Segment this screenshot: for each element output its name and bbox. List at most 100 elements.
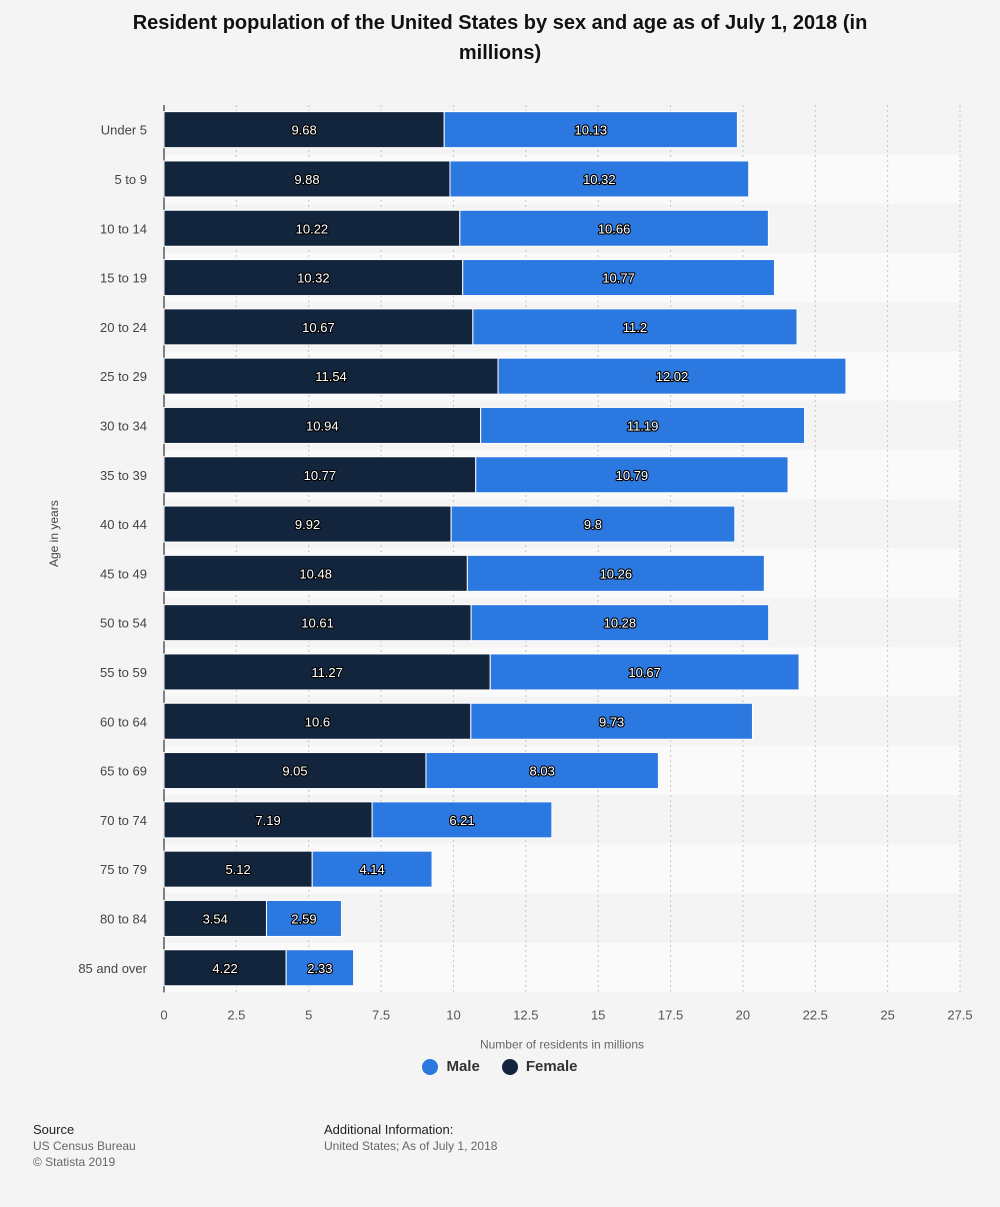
data-label-male: 10.66 [598, 221, 631, 236]
x-tick-label: 27.5 [947, 1007, 972, 1022]
bar-female[interactable] [163, 899, 267, 937]
data-label-female: 5.12 [225, 862, 250, 877]
x-tick-label: 22.5 [803, 1007, 828, 1022]
y-tick-label: Under 5 [101, 123, 147, 138]
y-tick-label: 65 to 69 [100, 764, 147, 779]
chart-title: Resident population of the United States… [132, 12, 868, 64]
bar-female[interactable] [163, 259, 464, 297]
y-tick-label: 70 to 74 [100, 813, 147, 828]
x-tick-label: 12.5 [513, 1007, 538, 1022]
data-label-female: 9.68 [291, 123, 316, 138]
bar-male[interactable] [443, 111, 738, 149]
bar-female[interactable] [163, 949, 287, 987]
bar-male[interactable] [472, 308, 798, 346]
data-label-female: 10.94 [306, 418, 339, 433]
bar-male[interactable] [459, 209, 769, 247]
data-label-female: 9.05 [282, 764, 307, 779]
y-tick-label: 60 to 64 [100, 714, 147, 729]
y-tick-label: 30 to 34 [100, 418, 147, 433]
y-tick-label: 35 to 39 [100, 468, 147, 483]
y-tick-label: 20 to 24 [100, 320, 147, 335]
y-tick-label: 45 to 49 [100, 566, 147, 581]
bar-male[interactable] [265, 899, 342, 937]
bar-female[interactable] [163, 406, 482, 444]
y-tick-label: 55 to 59 [100, 665, 147, 680]
data-label-female: 3.54 [203, 911, 228, 926]
y-axis-title: Age in years [47, 500, 61, 567]
bar-female[interactable] [163, 505, 452, 543]
data-label-male: 10.67 [628, 665, 661, 680]
legend-male-swatch [422, 1058, 439, 1075]
data-label-male: 9.73 [599, 714, 624, 729]
bar-male[interactable] [497, 357, 847, 395]
y-tick-label: 85 and over [78, 961, 147, 976]
x-tick-label: 17.5 [658, 1007, 683, 1022]
additional-info-block: Additional Information: United States; A… [324, 1122, 497, 1154]
data-label-male: 11.19 [627, 418, 659, 433]
y-tick-label: 80 to 84 [100, 911, 147, 926]
y-tick-label: 25 to 29 [100, 369, 147, 384]
bar-male[interactable] [475, 456, 789, 494]
data-label-female: 10.77 [304, 468, 337, 483]
legend-female-swatch [501, 1058, 518, 1075]
data-label-male: 9.8 [584, 517, 602, 532]
source-name[interactable]: US Census Bureau [33, 1139, 136, 1153]
y-tick-label: 5 to 9 [114, 172, 147, 187]
bar-female[interactable] [163, 752, 427, 790]
bar-female[interactable] [163, 308, 474, 346]
bar-female[interactable] [163, 160, 451, 198]
bar-female[interactable] [163, 653, 491, 691]
bar-male[interactable] [425, 752, 659, 790]
bar-male[interactable] [311, 850, 433, 888]
x-tick-label: 2.5 [227, 1007, 245, 1022]
bar-female[interactable] [163, 209, 461, 247]
bar-male[interactable] [285, 949, 355, 987]
bar-male[interactable] [480, 406, 806, 444]
bar-male[interactable] [450, 505, 736, 543]
bar-male[interactable] [470, 702, 753, 740]
x-tick-label: 15 [591, 1007, 605, 1022]
y-tick-label: 10 to 14 [100, 221, 147, 236]
data-label-male: 10.79 [616, 468, 649, 483]
bar-female[interactable] [163, 554, 468, 592]
bar-male[interactable] [470, 604, 770, 642]
data-label-female: 10.61 [301, 616, 334, 631]
data-label-female: 10.32 [297, 271, 330, 286]
data-label-female: 9.92 [295, 517, 320, 532]
x-tick-label: 5 [305, 1007, 312, 1022]
legend-item-female[interactable]: Female [501, 1058, 578, 1075]
x-tick-label: 10 [446, 1007, 460, 1022]
legend-male-label: Male [446, 1058, 480, 1075]
data-label-male: 2.33 [307, 961, 332, 976]
bar-male[interactable] [449, 160, 750, 198]
data-label-female: 11.27 [311, 665, 343, 680]
bar-male[interactable] [462, 259, 775, 297]
data-label-male: 8.03 [530, 764, 555, 779]
bar-male[interactable] [489, 653, 800, 691]
additional-info-text: United States; As of July 1, 2018 [324, 1139, 498, 1153]
legend-female-label: Female [525, 1058, 578, 1075]
bar-chart: 0 2.5 5 7.5 10 12.5 15 17.5 20 22.5 25 27.5 Number o… [78, 105, 973, 1050]
bar-female[interactable] [163, 111, 445, 149]
x-tick-label: 25 [880, 1007, 894, 1022]
y-tick-label: 40 to 44 [100, 517, 147, 532]
bar-female[interactable] [163, 357, 499, 395]
bar-female[interactable] [163, 850, 313, 888]
data-label-male: 10.13 [575, 123, 608, 138]
x-tick-label: 20 [736, 1007, 750, 1022]
data-label-male: 11.2 [623, 320, 647, 335]
copyright: © Statista 2019 [33, 1155, 116, 1169]
data-label-female: 10.22 [296, 221, 329, 236]
bar-male[interactable] [466, 554, 765, 592]
additional-info-heading: Additional Information: [324, 1122, 454, 1137]
y-tick-label: 50 to 54 [100, 616, 147, 631]
source-heading: Source [33, 1122, 75, 1137]
legend-item-male[interactable]: Male [422, 1058, 480, 1075]
x-tick-label: 0 [160, 1007, 167, 1022]
data-label-female: 7.19 [255, 813, 280, 828]
bar-female[interactable] [163, 801, 373, 839]
legend: Male Female [0, 1058, 1000, 1075]
bar-male[interactable] [371, 801, 553, 839]
bar-female[interactable] [163, 702, 472, 740]
data-label-male: 4.14 [359, 862, 384, 877]
